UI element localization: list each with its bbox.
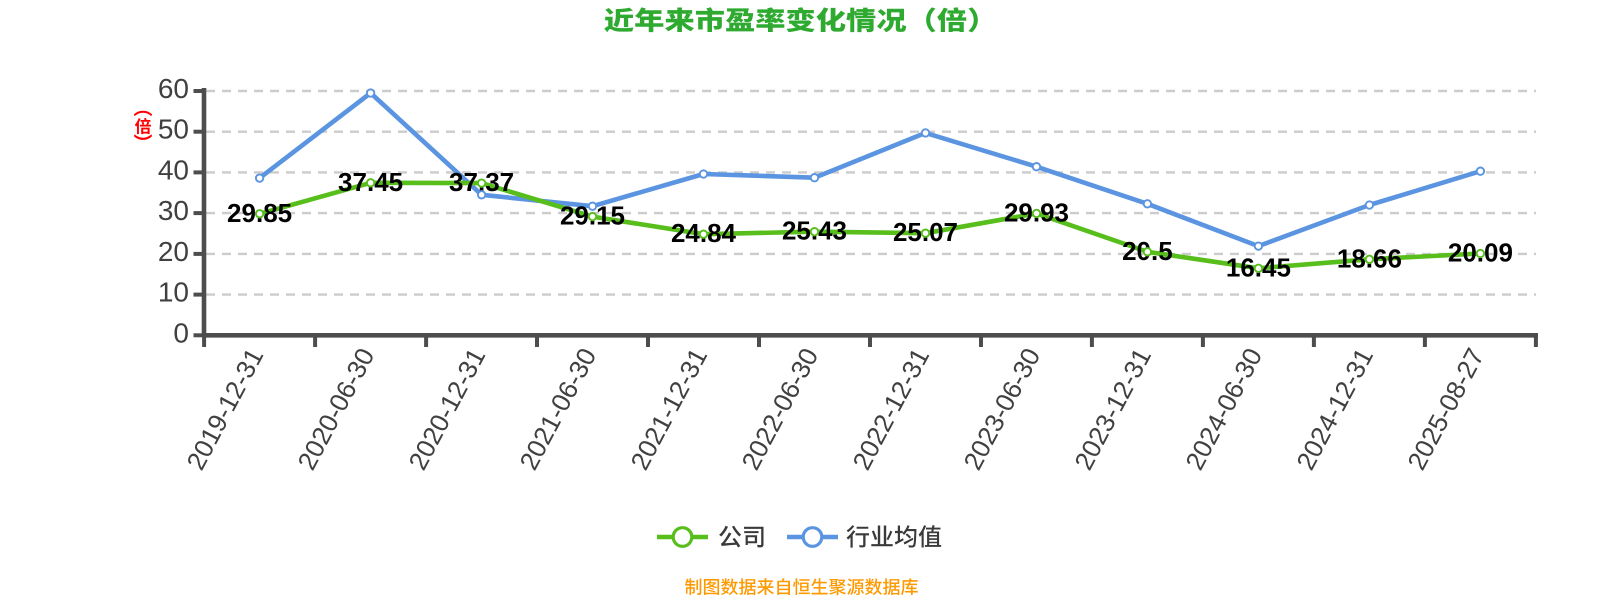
svg-text:2020-06-30: 2020-06-30: [291, 343, 380, 475]
svg-text:50: 50: [158, 114, 189, 145]
svg-text:10: 10: [158, 277, 189, 308]
svg-text:60: 60: [158, 73, 189, 104]
svg-text:0: 0: [173, 317, 189, 348]
svg-text:40: 40: [158, 154, 189, 185]
svg-text:2024-12-31: 2024-12-31: [1290, 343, 1379, 475]
svg-text:2024-06-30: 2024-06-30: [1179, 343, 1268, 475]
svg-text:2021-12-31: 2021-12-31: [624, 343, 713, 475]
svg-text:2022-06-30: 2022-06-30: [735, 343, 824, 475]
svg-text:30: 30: [158, 195, 189, 226]
svg-text:2020-12-31: 2020-12-31: [402, 343, 491, 475]
svg-text:2019-12-31: 2019-12-31: [180, 343, 269, 475]
svg-text:2025-08-27: 2025-08-27: [1401, 343, 1490, 475]
svg-text:2021-06-30: 2021-06-30: [513, 343, 602, 475]
svg-text:2023-12-31: 2023-12-31: [1068, 343, 1157, 475]
svg-text:2023-06-30: 2023-06-30: [957, 343, 1046, 475]
svg-text:2022-12-31: 2022-12-31: [846, 343, 935, 475]
svg-text:20: 20: [158, 236, 189, 267]
